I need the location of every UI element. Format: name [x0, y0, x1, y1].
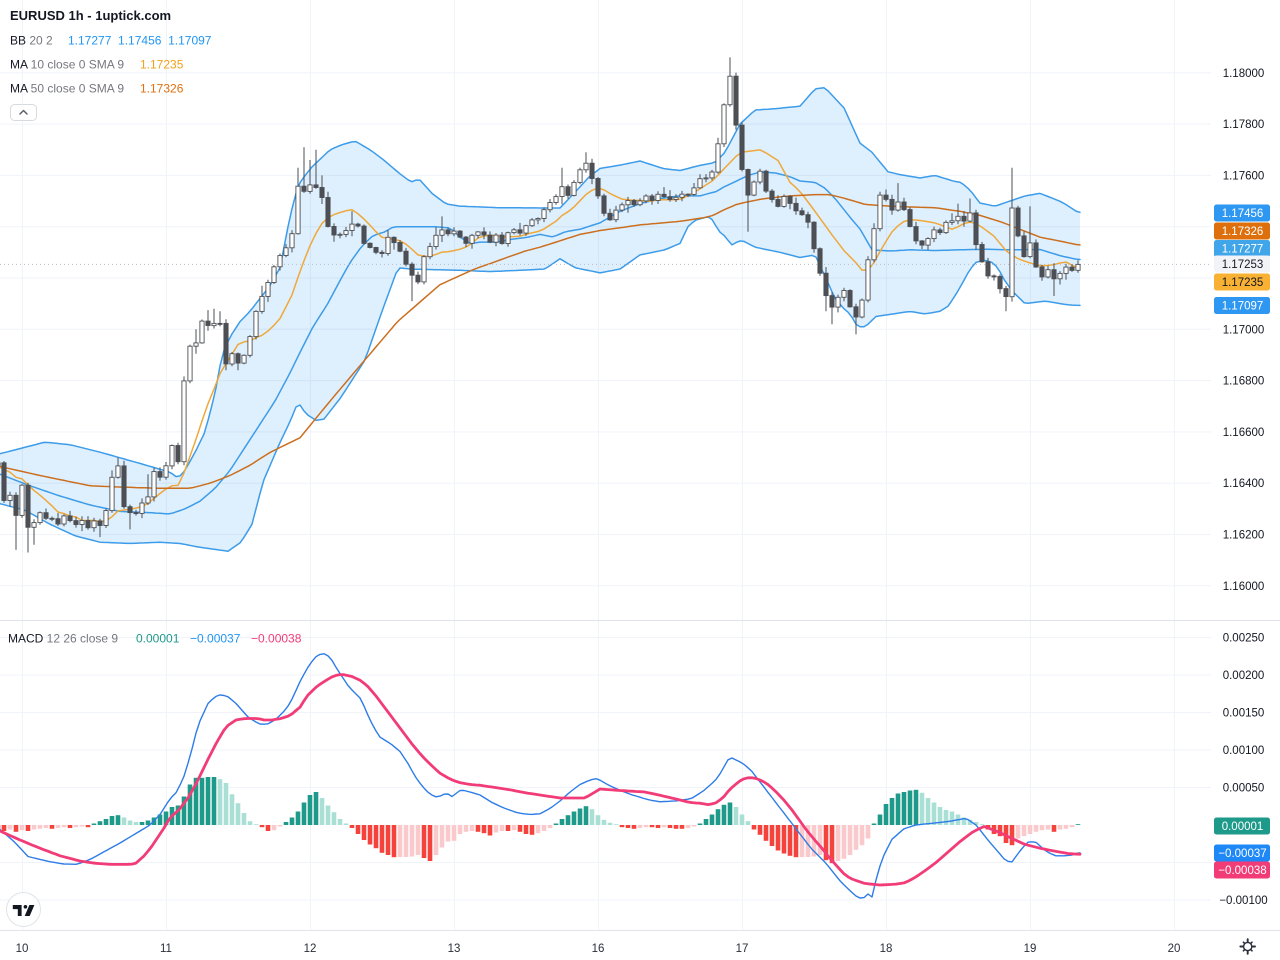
- svg-text:1.16800: 1.16800: [1223, 376, 1265, 388]
- svg-text:0.00200: 0.00200: [1223, 670, 1265, 682]
- svg-text:1.17235: 1.17235: [1222, 277, 1264, 289]
- svg-text:1.17326: 1.17326: [1222, 226, 1264, 238]
- svg-text:1.16200: 1.16200: [1223, 530, 1265, 542]
- svg-text:1.17600: 1.17600: [1223, 170, 1265, 182]
- svg-text:1.17000: 1.17000: [1223, 324, 1265, 336]
- svg-text:17: 17: [736, 943, 749, 955]
- svg-text:MA 50 close 0 SMA 91.17326: MA 50 close 0 SMA 9 1.17326: [10, 82, 184, 96]
- svg-text:−0.00038: −0.00038: [1218, 865, 1266, 877]
- svg-text:20: 20: [1168, 943, 1181, 955]
- svg-text:11: 11: [160, 943, 172, 955]
- svg-text:0.00100: 0.00100: [1223, 745, 1265, 757]
- svg-text:1.17097: 1.17097: [1222, 301, 1264, 313]
- svg-text:MA 10 close 0 SMA 91.17235: MA 10 close 0 SMA 9 1.17235: [10, 58, 184, 72]
- svg-text:1.17800: 1.17800: [1223, 119, 1265, 131]
- svg-text:EURUSD 1h - 1uptick.com: EURUSD 1h - 1uptick.com: [10, 8, 171, 23]
- svg-text:1.16600: 1.16600: [1223, 427, 1265, 439]
- svg-text:19: 19: [1024, 943, 1037, 955]
- svg-text:1.18000: 1.18000: [1223, 68, 1265, 80]
- svg-text:10: 10: [16, 943, 29, 955]
- svg-text:0.00050: 0.00050: [1223, 783, 1265, 795]
- svg-text:−0.00037: −0.00037: [1218, 848, 1266, 860]
- svg-text:MACD 12 26 close 90.00001−0.00: MACD 12 26 close 9 0.00001 −0.00037 −0.0003…: [8, 632, 302, 646]
- svg-text:18: 18: [880, 943, 893, 955]
- svg-text:0.00250: 0.00250: [1223, 633, 1265, 645]
- svg-text:−0.00100: −0.00100: [1219, 895, 1267, 907]
- svg-text:1.17277: 1.17277: [1222, 244, 1264, 256]
- svg-text:1.16400: 1.16400: [1223, 478, 1265, 490]
- svg-text:1.17253: 1.17253: [1222, 259, 1264, 271]
- svg-text:1.16000: 1.16000: [1223, 581, 1265, 593]
- svg-text:0.00150: 0.00150: [1223, 708, 1265, 720]
- svg-text:16: 16: [592, 943, 605, 955]
- svg-text:BB 20 21.17277 1.17456 1.170: BB 20 2 1.17277 1.17456 1.17097: [10, 34, 212, 48]
- svg-text:13: 13: [448, 943, 461, 955]
- svg-text:12: 12: [304, 943, 317, 955]
- svg-text:1.17456: 1.17456: [1222, 208, 1264, 220]
- svg-text:0.00001: 0.00001: [1222, 821, 1264, 833]
